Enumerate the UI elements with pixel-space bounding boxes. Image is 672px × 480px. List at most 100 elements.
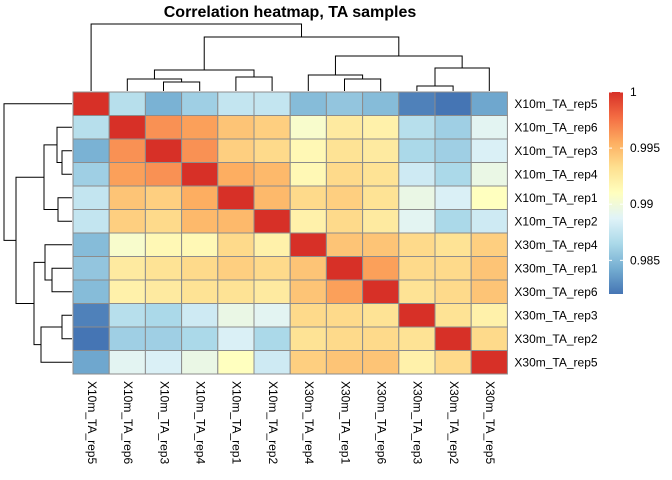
heatmap-cell [108, 279, 146, 304]
heatmap-cell [289, 350, 327, 375]
heatmap-cell [289, 232, 327, 257]
dendrogram-branch [51, 267, 72, 293]
heatmap-cell [362, 138, 400, 163]
heatmap-cell [108, 138, 146, 163]
heatmap-cell [108, 232, 146, 257]
dendrogram-branch [43, 144, 58, 210]
dendrogram-branch [15, 176, 44, 304]
heatmap-cell [144, 326, 183, 351]
heatmap-cell [325, 232, 364, 257]
heatmap-cell [253, 256, 291, 281]
dendrogram-branch [153, 69, 255, 79]
heatmap-cell [253, 138, 291, 163]
heatmap-cell [144, 279, 183, 304]
heatmap-cell [72, 256, 110, 281]
heatmap-cell [217, 138, 255, 163]
heatmap-cell [253, 232, 291, 257]
heatmap-cell [253, 279, 291, 304]
heatmap-cell [181, 185, 219, 210]
heatmap-cell [289, 185, 327, 210]
column-labels: X10m_TA_rep5 X10m_TA_rep6 X10m_TA_rep3 X10m… [85, 381, 497, 464]
heatmap-cell [362, 209, 400, 234]
row-label: X30m_TA_rep3 [514, 308, 597, 322]
heatmap-cell [325, 162, 364, 187]
heatmap-cell [72, 162, 110, 187]
heatmap-cell [108, 185, 146, 210]
dendrogram-branch [344, 78, 382, 91]
heatmap-cell [434, 350, 472, 375]
heatmap-cell [434, 279, 472, 304]
heatmap-cell [289, 138, 327, 163]
heatmap-cell [72, 185, 110, 210]
heatmap-cell [144, 256, 183, 281]
heatmap-cell [470, 91, 508, 116]
heatmap-cell [362, 279, 400, 304]
dendrogram-branch [163, 81, 201, 91]
row-label: X10m_TA_rep6 [514, 120, 597, 134]
heatmap-cell [217, 350, 255, 375]
heatmap-cell [181, 256, 219, 281]
heatmap-cell [72, 279, 110, 304]
heatmap-cell [325, 185, 364, 210]
heatmap-cell [253, 350, 291, 375]
dendrogram-branch [90, 23, 303, 91]
colorbar-legend: 0.985 0.99 0.995 1 [609, 85, 660, 294]
column-label: X30m_TA_rep6 [375, 381, 389, 464]
colorbar-tick-label: 0.99 [630, 197, 654, 211]
column-dendrogram [90, 23, 490, 91]
row-dendrogram [3, 103, 72, 363]
colorbar-tick-label: 1 [630, 85, 637, 99]
column-label: X30m_TA_rep4 [302, 381, 316, 464]
heatmap-cell [434, 232, 472, 257]
heatmap-cell [362, 115, 400, 140]
heatmap-cell [289, 256, 327, 281]
column-label: X10m_TA_rep3 [157, 381, 171, 464]
heatmap-cell [181, 350, 219, 375]
heatmap-cell [217, 279, 255, 304]
column-label: X10m_TA_rep6 [121, 381, 135, 464]
heatmap-cell [289, 91, 327, 116]
heatmap-cell [470, 350, 508, 375]
dendrogram-branch [416, 85, 454, 91]
row-label: X30m_TA_rep2 [514, 332, 597, 346]
heatmap-cell [144, 185, 183, 210]
heatmap-cell [181, 303, 219, 328]
heatmap-cell [362, 185, 400, 210]
heatmap-cell [217, 209, 255, 234]
heatmap-cell [362, 350, 400, 375]
heatmap-cell [217, 162, 255, 187]
heatmap-cell [253, 303, 291, 328]
heatmap-cell [398, 232, 436, 257]
dendrogram-branch [334, 55, 463, 75]
heatmap-cell [72, 91, 110, 116]
heatmap-cell [144, 209, 183, 234]
heatmap-cell [398, 138, 436, 163]
heatmap-cell [144, 232, 183, 257]
row-label: X10m_TA_rep1 [514, 191, 597, 205]
row-label: X30m_TA_rep1 [514, 261, 597, 275]
heatmap-cell [217, 232, 255, 257]
heatmap-cell [362, 162, 400, 187]
heatmap-cell [434, 326, 472, 351]
dendrogram-branch [307, 74, 364, 91]
heatmap-cell [72, 326, 110, 351]
heatmap-cell [362, 256, 400, 281]
heatmap-cell [253, 91, 291, 116]
heatmap-cell [217, 303, 255, 328]
column-label: X10m_TA_rep1 [230, 381, 244, 464]
column-label: X30m_TA_rep2 [447, 381, 461, 464]
heatmap-cell [289, 279, 327, 304]
heatmap-cell [253, 209, 291, 234]
dendrogram-branch [56, 126, 72, 163]
row-label: X10m_TA_rep4 [514, 167, 597, 181]
heatmap-cell [325, 256, 364, 281]
heatmap-cell [434, 256, 472, 281]
heatmap-cell [72, 232, 110, 257]
dendrogram-branch [40, 326, 72, 363]
heatmap-cell [181, 162, 219, 187]
heatmap-cell [470, 138, 508, 163]
heatmap-cell [362, 303, 400, 328]
heatmap-cell [253, 326, 291, 351]
heatmap-cell [434, 209, 472, 234]
heatmap-cell [470, 115, 508, 140]
